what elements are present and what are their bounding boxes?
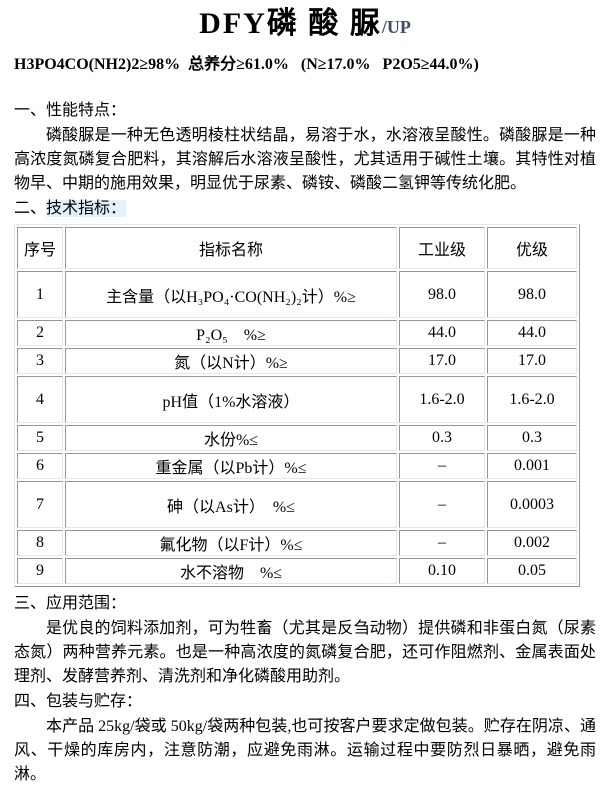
section-packaging-body: 本产品 25kg/袋或 50kg/袋两种包装,也可按客户要求定做包装。贮存在阴凉… — [14, 718, 596, 783]
row-indicator-name: 水不溶物 %≤ — [65, 558, 397, 584]
section-application-body: 是优良的饲料添加剂，可为牲畜（尤其是反刍动物）提供磷和非蛋白氮（尿素态氮）两种营… — [14, 620, 596, 685]
table-row: 6 重金属（以Pb计）%≤ – 0.001 — [17, 453, 577, 479]
table-row: 5 水份%≤ 0.3 0.3 — [17, 425, 577, 451]
row-industrial-value: – — [399, 453, 485, 479]
row-industrial-value: 1.6-2.0 — [399, 376, 485, 423]
row-serial: 2 — [17, 320, 63, 346]
col-header-serial: 序号 — [17, 227, 63, 269]
col-header-premium-grade: 优级 — [487, 227, 577, 269]
table-row: 1 主含量（以H₃PO₄·CO(NH₂)₂计）%≥ 98.0 98.0 — [17, 271, 577, 318]
table-row: 8 氟化物（以F计）%≤ – 0.002 — [17, 530, 577, 556]
row-industrial-value: 0.10 — [399, 558, 485, 584]
section-application-heading: 三、应用范围： — [14, 595, 127, 612]
col-header-indicator-name: 指标名称 — [65, 227, 397, 269]
row-premium-value: 44.0 — [487, 320, 577, 346]
row-serial: 5 — [17, 425, 63, 451]
row-premium-value: 0.002 — [487, 530, 577, 556]
row-industrial-value: 44.0 — [399, 320, 485, 346]
table-row: 2 P₂O₅ %≥ 44.0 44.0 — [17, 320, 577, 346]
row-industrial-value: – — [399, 481, 485, 528]
table-row: 4 pH值（1%水溶液） 1.6-2.0 1.6-2.0 — [17, 376, 577, 423]
row-indicator-name: 氟化物（以F计）%≤ — [65, 530, 397, 556]
row-indicator-name: pH值（1%水溶液） — [65, 376, 397, 423]
table-row: 9 水不溶物 %≤ 0.10 0.05 — [17, 558, 577, 584]
section-performance-body: 磷酸脲是一种无色透明棱柱状结晶，易溶于水，水溶液呈酸性。磷酸脲是一种高浓度氮磷复… — [14, 127, 596, 192]
section-technical-heading: 二、技术指标： — [14, 197, 596, 221]
table-row: 3 氮（以N计）%≥ 17.0 17.0 — [17, 348, 577, 374]
row-indicator-name: 水份%≤ — [65, 425, 397, 451]
spec-line: H3PO4CO(NH2)2≥98% 总养分≥61.0% (N≥17.0% P2O… — [14, 56, 479, 73]
col-header-industrial-grade: 工业级 — [399, 227, 485, 269]
row-premium-value: 0.0003 — [487, 481, 577, 528]
section-technical-heading-text: 技术指标： — [46, 200, 127, 217]
row-industrial-value: 0.3 — [399, 425, 485, 451]
row-premium-value: 1.6-2.0 — [487, 376, 577, 423]
row-serial: 9 — [17, 558, 63, 584]
row-premium-value: 0.001 — [487, 453, 577, 479]
page-title-main: DFY磷 酸 脲 — [199, 7, 382, 40]
row-premium-value: 17.0 — [487, 348, 577, 374]
row-premium-value: 0.05 — [487, 558, 577, 584]
table-row: 7 砷（以As计） %≤ – 0.0003 — [17, 481, 577, 528]
row-industrial-value: – — [399, 530, 485, 556]
section-performance-heading: 一、性能特点： — [14, 102, 127, 119]
section-packaging-heading: 四、包装与贮存： — [14, 693, 143, 710]
row-serial: 8 — [17, 530, 63, 556]
row-indicator-name: 氮（以N计）%≥ — [65, 348, 397, 374]
page-title: DFY磷 酸 脲/UP — [14, 4, 596, 47]
row-serial: 3 — [17, 348, 63, 374]
section-technical-heading-prefix: 二、 — [14, 200, 47, 217]
row-indicator-name: 主含量（以H₃PO₄·CO(NH₂)₂计）%≥ — [65, 271, 397, 318]
row-industrial-value: 98.0 — [399, 271, 485, 318]
technical-indicators-table: 序号 指标名称 工业级 优级 1 主含量（以H₃PO₄·CO(NH₂)₂计）%≥… — [14, 224, 580, 587]
row-serial: 1 — [17, 271, 63, 318]
row-premium-value: 98.0 — [487, 271, 577, 318]
page-title-suffix: /UP — [381, 17, 411, 37]
row-indicator-name: P₂O₅ %≥ — [65, 320, 397, 346]
row-indicator-name: 砷（以As计） %≤ — [65, 481, 397, 528]
row-indicator-name: 重金属（以Pb计）%≤ — [65, 453, 397, 479]
table-header-row: 序号 指标名称 工业级 优级 — [17, 227, 577, 269]
row-serial: 7 — [17, 481, 63, 528]
row-serial: 4 — [17, 376, 63, 423]
row-serial: 6 — [17, 453, 63, 479]
row-industrial-value: 17.0 — [399, 348, 485, 374]
row-premium-value: 0.3 — [487, 425, 577, 451]
